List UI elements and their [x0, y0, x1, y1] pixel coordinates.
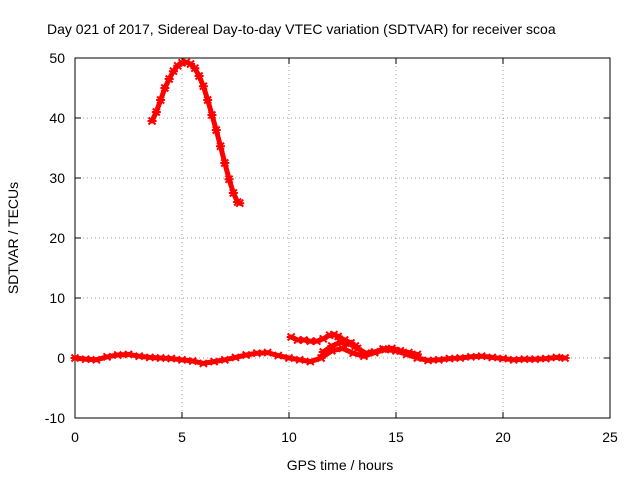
chart-title: Day 021 of 2017, Sidereal Day-to-day VTE… [47, 21, 556, 37]
data-point [124, 350, 133, 359]
data-point [207, 110, 217, 120]
x-tick-label: 25 [602, 429, 618, 445]
x-tick-label: 20 [495, 429, 511, 445]
data-point [445, 354, 454, 363]
y-tick-label: 50 [49, 50, 65, 66]
data-point [305, 357, 315, 366]
data-point [273, 351, 283, 360]
data-point [145, 353, 155, 362]
series-trace [149, 59, 243, 206]
data-point [188, 356, 198, 366]
y-tick-label: -10 [45, 410, 65, 426]
data-point [211, 125, 221, 135]
y-axis-title: SDTVAR / TECUs [5, 182, 21, 294]
x-tick-labels: 0 5 10 15 20 25 [71, 429, 618, 445]
data-point [487, 353, 497, 362]
data-point [194, 71, 204, 81]
series-arc-13-16 [318, 338, 422, 359]
data-point [552, 353, 561, 362]
data-point [231, 353, 240, 362]
x-tick-label: 15 [388, 429, 404, 445]
data-point [327, 341, 337, 351]
data-point [295, 355, 305, 365]
y-tick-label: 20 [49, 230, 65, 246]
data-point [361, 348, 371, 358]
data-point [404, 348, 414, 357]
data-point [164, 74, 174, 84]
data-point [434, 355, 444, 365]
data-point [151, 107, 161, 117]
y-tick-label: 40 [49, 110, 65, 126]
data-point [113, 350, 123, 360]
y-tick-labels: -10 0 10 20 30 40 50 [45, 50, 65, 426]
data-point [370, 347, 380, 357]
data-point [190, 63, 200, 73]
data-point [160, 83, 170, 93]
data-point [378, 344, 388, 354]
data-point [216, 141, 226, 151]
data-point [156, 353, 166, 363]
data-point [252, 348, 262, 358]
x-tick-label: 10 [281, 429, 297, 445]
data-point [235, 198, 245, 208]
data-point [198, 81, 208, 91]
data-point [102, 352, 112, 362]
data-point [560, 353, 570, 363]
data-point [134, 351, 144, 361]
data-point [91, 355, 101, 365]
data-point [81, 354, 91, 364]
data-point [466, 352, 476, 362]
data-point [318, 334, 328, 344]
data-point [423, 356, 433, 365]
data-point [70, 353, 80, 363]
data-point [166, 354, 176, 363]
data-point [241, 350, 251, 360]
data-point [220, 355, 230, 365]
data-point [387, 344, 397, 353]
data-point [519, 354, 529, 364]
data-point [395, 346, 405, 356]
series-arc-high [147, 57, 245, 208]
x-tick-label: 0 [71, 429, 79, 445]
data-point [198, 359, 208, 368]
data-point [316, 353, 326, 363]
data-point [498, 354, 508, 363]
data-point [220, 158, 230, 168]
data-point [344, 339, 354, 348]
data-point [263, 348, 273, 357]
axis-ticks [74, 57, 611, 419]
data-point [224, 174, 234, 184]
y-tick-label: 30 [49, 170, 65, 186]
data-point [412, 350, 422, 359]
data-point [477, 351, 487, 361]
data-point [509, 355, 519, 365]
data-point [335, 338, 345, 347]
data-point [333, 332, 343, 341]
data-point [209, 357, 219, 366]
data-point [147, 116, 157, 126]
data-point [318, 347, 328, 357]
data-point [156, 95, 166, 105]
data-point [541, 354, 551, 363]
data-point [455, 353, 465, 363]
series-arc-10-13 [286, 330, 360, 351]
data-point [228, 188, 238, 198]
data-point [338, 344, 347, 353]
y-tick-label: 10 [49, 290, 65, 306]
series-baseline [70, 344, 570, 368]
data-points [70, 57, 570, 368]
x-axis-title: GPS time / hours [287, 457, 394, 473]
x-tick-label: 5 [178, 429, 186, 445]
data-point [284, 353, 294, 363]
data-point [299, 335, 309, 345]
y-tick-label: 0 [57, 350, 65, 366]
data-point [203, 95, 213, 105]
data-point [530, 354, 540, 364]
data-point [177, 355, 187, 365]
data-point [352, 344, 362, 353]
